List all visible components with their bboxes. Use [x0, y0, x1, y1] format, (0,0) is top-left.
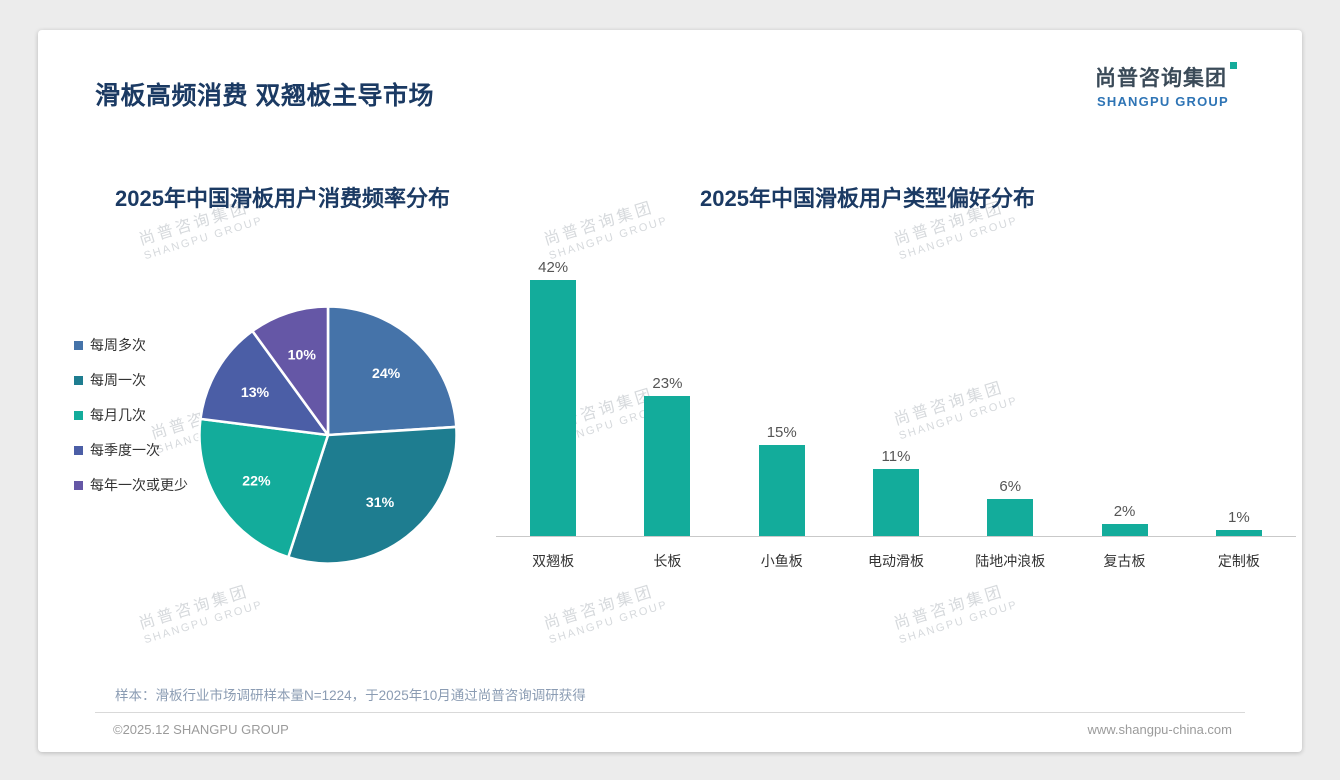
bar-category-label: 小鱼板 — [760, 553, 803, 569]
footer-copyright: ©2025.12 SHANGPU GROUP — [113, 722, 289, 737]
bar — [872, 468, 919, 536]
bar-value-label: 11% — [881, 447, 911, 465]
bar-column: 6% — [953, 259, 1067, 536]
bar-category-label: 电动滑板 — [867, 553, 924, 569]
bar-column: 42% — [496, 259, 610, 536]
bar-value-label: 2% — [1113, 502, 1136, 520]
bar-column: 23% — [610, 259, 724, 536]
bar — [644, 395, 691, 536]
logo-en-text: SHANGPU GROUP — [1097, 94, 1229, 109]
pie-legend: 每周多次每周一次每月几次每季度一次每年一次或更少 — [74, 335, 188, 510]
bar — [1215, 529, 1262, 536]
pie-slice-label: 22% — [242, 473, 271, 489]
pie-slice-0 — [326, 305, 458, 437]
report-slide: 尚普咨询集团 SHANGPU GROUP 尚普咨询集团 SHANGPU GROUP 尚普… — [38, 30, 1302, 752]
bar-chart-title: 2025年中国滑板用户类型偏好分布 — [700, 186, 1035, 211]
bar-category-label: 定制板 — [1217, 553, 1260, 569]
bar-column: 15% — [725, 259, 839, 536]
legend-label: 每年一次或更少 — [90, 477, 188, 493]
footer-website: www.shangpu-china.com — [1087, 722, 1232, 737]
pie-chart-title: 2025年中国滑板用户消费频率分布 — [115, 186, 450, 211]
bar-value-label: 23% — [652, 374, 683, 392]
legend-item: 每年一次或更少 — [74, 475, 188, 495]
pie-slice-label: 13% — [241, 384, 270, 400]
legend-item: 每周一次 — [74, 370, 188, 390]
bar-column: 1% — [1182, 259, 1296, 536]
pie-chart: 24% 31% 22% 13% 10% — [198, 305, 458, 565]
legend-label: 每月几次 — [90, 407, 146, 423]
bar-category-label: 复古板 — [1103, 553, 1146, 569]
logo: 尚普咨询集团 SHANGPU GROUP — [1095, 62, 1237, 109]
bar-value-label: 15% — [766, 423, 797, 441]
page-title: 滑板高频消费 双翘板主导市场 — [95, 82, 434, 110]
bar-value-label: 6% — [999, 478, 1022, 496]
bar-value-label: 42% — [538, 259, 569, 276]
bar — [1101, 523, 1148, 536]
legend-item: 每周多次 — [74, 335, 188, 355]
sample-note: 样本：滑板行业市场调研样本量N=1224，于2025年10月通过尚普咨询调研获得 — [115, 688, 586, 703]
bar — [758, 444, 805, 536]
legend-item: 每月几次 — [74, 405, 188, 425]
legend-swatch — [74, 480, 83, 490]
bar-category-label: 双翘板 — [532, 553, 575, 569]
bar-category-label: 陆地冲浪板 — [975, 553, 1046, 569]
logo-cn-text: 尚普咨询集团 — [1095, 62, 1237, 92]
pie-slice-label: 24% — [372, 365, 401, 381]
pie-slice-label: 10% — [288, 346, 317, 362]
bar — [987, 499, 1034, 536]
legend-swatch — [74, 375, 83, 385]
legend-item: 每季度一次 — [74, 440, 188, 460]
bar-chart-categories: 双翘板 长板 小鱼板 电动滑板 陆地冲浪板 复古板 定制板 — [496, 538, 1296, 571]
bar — [530, 280, 577, 536]
legend-swatch — [74, 340, 83, 350]
pie-slice-2 — [198, 417, 330, 559]
pie-slice-label: 31% — [366, 494, 395, 510]
logo-mark-square — [1230, 62, 1237, 69]
bar-chart-plot: 42% 23% 15% 11% 6% 2% 1% — [496, 259, 1296, 537]
bar-value-label: 1% — [1227, 508, 1250, 526]
bar-category-label: 长板 — [653, 553, 682, 569]
bar-column: 11% — [839, 259, 953, 536]
pie-slice-1 — [286, 425, 458, 565]
footer-divider — [95, 712, 1245, 713]
legend-label: 每季度一次 — [90, 442, 160, 458]
legend-label: 每周一次 — [90, 372, 146, 388]
legend-swatch — [74, 445, 83, 455]
pie-slice-4 — [251, 305, 330, 437]
legend-label: 每周多次 — [90, 337, 146, 353]
pie-slice-3 — [199, 329, 330, 437]
legend-swatch — [74, 410, 83, 420]
bar-column: 2% — [1067, 259, 1181, 536]
